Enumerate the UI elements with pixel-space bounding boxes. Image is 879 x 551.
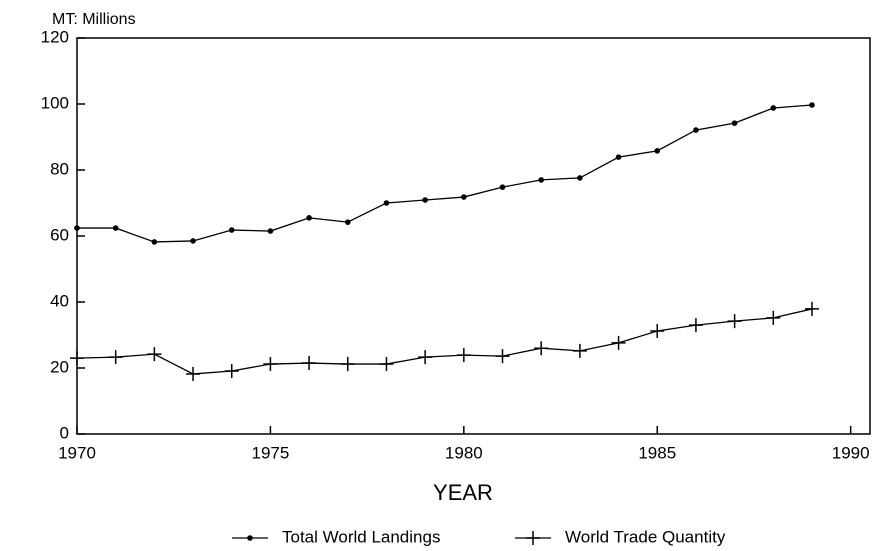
data-point bbox=[499, 184, 506, 190]
data-point bbox=[538, 177, 544, 183]
x-tick-label: 1990 bbox=[832, 443, 870, 462]
x-tick-label: 1975 bbox=[252, 443, 290, 462]
data-point bbox=[693, 127, 699, 133]
data-point bbox=[186, 366, 201, 381]
data-point bbox=[654, 148, 661, 154]
data-point bbox=[340, 357, 355, 372]
y-tick-label: 0 bbox=[60, 423, 69, 442]
x-tick-label: 1980 bbox=[445, 443, 483, 462]
data-point bbox=[383, 200, 390, 206]
data-point bbox=[306, 215, 312, 221]
data-point bbox=[534, 341, 549, 356]
data-point bbox=[108, 350, 123, 365]
x-tick-label: 1970 bbox=[58, 443, 96, 462]
series-line bbox=[76, 308, 813, 375]
data-point bbox=[190, 238, 196, 244]
data-point bbox=[650, 324, 665, 339]
data-point bbox=[731, 120, 738, 126]
data-point bbox=[224, 363, 239, 378]
y-tick-label: 20 bbox=[50, 357, 69, 376]
data-point bbox=[267, 228, 274, 234]
data-point bbox=[70, 351, 84, 366]
legend-label: Total World Landings bbox=[282, 527, 440, 546]
data-point bbox=[615, 154, 622, 160]
data-point bbox=[379, 357, 394, 372]
data-point bbox=[422, 197, 428, 203]
data-point bbox=[418, 350, 433, 365]
data-point bbox=[688, 318, 703, 333]
data-point bbox=[804, 301, 819, 316]
data-point bbox=[611, 335, 626, 350]
data-point bbox=[809, 102, 815, 108]
data-point bbox=[228, 227, 235, 233]
y-tick-label: 80 bbox=[50, 159, 69, 178]
data-point bbox=[461, 194, 467, 200]
data-point bbox=[495, 349, 510, 364]
data-point bbox=[263, 357, 278, 372]
legend-marker bbox=[247, 535, 253, 541]
series-line bbox=[77, 104, 813, 243]
y-axis-label: MT: Millions bbox=[52, 11, 136, 28]
y-tick-label: 120 bbox=[41, 27, 69, 46]
data-point bbox=[112, 225, 119, 231]
data-point bbox=[577, 175, 583, 181]
data-point bbox=[770, 105, 777, 111]
x-axis-label: YEAR bbox=[433, 480, 493, 505]
legend-label: World Trade Quantity bbox=[565, 527, 726, 546]
data-point bbox=[572, 343, 587, 358]
data-point bbox=[147, 347, 162, 362]
data-point bbox=[74, 225, 80, 231]
y-tick-label: 60 bbox=[50, 225, 69, 244]
data-point bbox=[727, 314, 742, 329]
data-point bbox=[456, 348, 471, 363]
x-tick-label: 1985 bbox=[638, 443, 676, 462]
data-point bbox=[344, 219, 351, 225]
data-point bbox=[302, 356, 317, 371]
legend-marker bbox=[526, 531, 540, 545]
data-point bbox=[151, 239, 158, 245]
y-tick-label: 100 bbox=[41, 93, 69, 112]
data-point bbox=[766, 310, 781, 325]
y-tick-label: 40 bbox=[50, 291, 69, 310]
